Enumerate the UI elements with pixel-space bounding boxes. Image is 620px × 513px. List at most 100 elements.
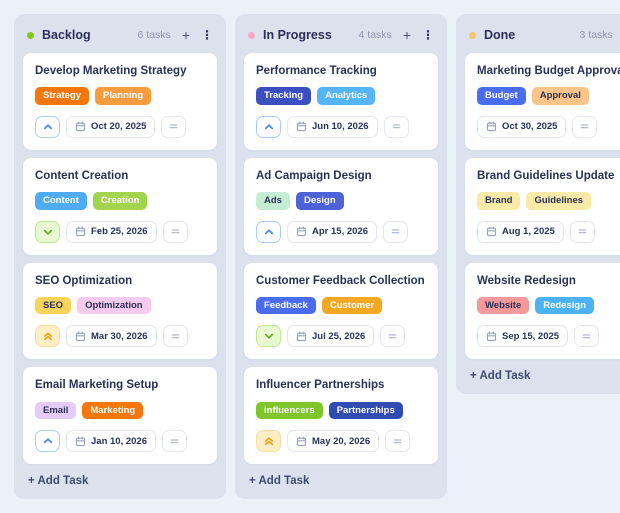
task-card[interactable]: Website Redesign Website Redesign Sep 15, 2…: [465, 262, 620, 360]
tag-list: Feedback Customer: [256, 296, 426, 315]
notes-icon: [170, 226, 181, 237]
notes-icon: [579, 121, 590, 132]
calendar-icon: [296, 226, 307, 237]
task-card[interactable]: Develop Marketing Strategy Strategy Planni…: [23, 53, 217, 150]
calendar-icon: [75, 331, 86, 342]
due-date-chip[interactable]: Sep 15, 2025: [477, 325, 569, 348]
due-date-chip[interactable]: Jan 10, 2026: [66, 430, 156, 453]
tag-list: Brand Guidelines: [477, 192, 620, 210]
task-card[interactable]: Influencer Partnerships Influencers Partne…: [244, 367, 438, 465]
priority-button[interactable]: [256, 115, 281, 138]
tag-list: Email Marketing: [35, 401, 205, 420]
task-title: Website Redesign: [477, 274, 576, 287]
task-card[interactable]: Ad Campaign Design Ads Design Apr 15, 2026: [244, 157, 438, 255]
column-menu-button[interactable]: ⋮: [201, 29, 213, 41]
notes-button[interactable]: [162, 220, 188, 243]
column-status-dot: [469, 31, 476, 39]
due-date-chip[interactable]: Jul 25, 2026: [287, 325, 375, 348]
notes-button[interactable]: [569, 220, 595, 243]
notes-button[interactable]: [382, 220, 408, 243]
notes-icon: [168, 121, 179, 132]
task-tag: Website: [477, 296, 530, 315]
due-date-text: May 20, 2026: [312, 435, 371, 447]
task-tag: Planning: [95, 87, 152, 105]
task-meta-row: Aug 1, 2025: [477, 220, 620, 243]
notes-button[interactable]: [385, 430, 411, 453]
task-meta-row: Jun 10, 2026: [256, 115, 426, 138]
notes-icon: [170, 331, 181, 342]
due-date-chip[interactable]: Mar 30, 2026: [66, 325, 157, 348]
task-tag: SEO: [35, 296, 72, 315]
task-meta-row: Jan 10, 2026: [35, 430, 205, 453]
priority-button[interactable]: [256, 220, 281, 243]
due-date-chip[interactable]: Apr 15, 2026: [287, 220, 377, 243]
task-tag: Feedback: [256, 296, 316, 315]
due-date-text: Jul 25, 2026: [312, 330, 366, 342]
priority-button[interactable]: [256, 325, 281, 348]
add-task-button[interactable]: + Add Task: [244, 464, 314, 490]
notes-button[interactable]: [574, 325, 600, 348]
task-card[interactable]: Content Creation Content Creation Feb 25, 2…: [23, 157, 217, 255]
task-card[interactable]: Performance Tracking Tracking Analytics Jun…: [244, 53, 438, 150]
task-tag: Brand: [477, 192, 521, 210]
task-tag: Optimization: [77, 296, 151, 315]
column-header: Backlog 6 tasks + ⋮: [23, 23, 217, 53]
task-tag: Budget: [477, 87, 526, 105]
priority-button[interactable]: [35, 430, 60, 453]
card-list: Develop Marketing Strategy Strategy Planni…: [23, 53, 217, 465]
tag-list: Tracking Analytics: [256, 87, 426, 105]
priority-button[interactable]: [35, 220, 60, 243]
due-date-chip[interactable]: May 20, 2026: [287, 430, 380, 453]
notes-button[interactable]: [572, 115, 598, 138]
priority-button[interactable]: [256, 430, 281, 453]
task-tag: Customer: [321, 296, 383, 315]
kanban-column-backlog: Backlog 6 tasks + ⋮ Develop Marketing Strate…: [14, 14, 226, 500]
kebab-menu-icon: ⋮: [422, 28, 434, 42]
notes-icon: [387, 331, 398, 342]
column-task-count: 4 tasks: [358, 29, 392, 41]
notes-button[interactable]: [383, 115, 409, 138]
notes-button[interactable]: [380, 325, 406, 348]
task-tag: Influencers: [256, 401, 323, 420]
task-meta-row: Jul 25, 2026: [256, 325, 426, 348]
add-task-button[interactable]: + Add Task: [465, 359, 535, 385]
add-task-button[interactable]: + Add Task: [23, 464, 93, 490]
notes-button[interactable]: [161, 115, 187, 138]
task-meta-row: May 20, 2026: [256, 430, 426, 453]
task-tag: Guidelines: [526, 192, 592, 210]
due-date-chip[interactable]: Oct 30, 2025: [477, 115, 567, 138]
task-meta-row: Oct 30, 2025: [477, 115, 620, 138]
task-title: Influencer Partnerships: [256, 379, 385, 392]
due-date-chip[interactable]: Jun 10, 2026: [287, 115, 378, 138]
task-title: Content Creation: [35, 169, 129, 182]
card-list: Marketing Budget Approval Budget Approval O…: [465, 53, 620, 360]
notes-icon: [581, 331, 592, 342]
task-card[interactable]: Brand Guidelines Update Brand Guidelines Au…: [465, 157, 620, 255]
task-title: Marketing Budget Approval: [477, 65, 620, 77]
task-card[interactable]: SEO Optimization SEO Optimization Mar 30, 2…: [23, 262, 217, 360]
add-card-button[interactable]: +: [182, 28, 190, 42]
task-card[interactable]: Email Marketing Setup Email Marketing Jan 1…: [23, 367, 217, 465]
priority-down-icon: [263, 330, 275, 342]
due-date-chip[interactable]: Feb 25, 2026: [66, 220, 157, 243]
column-menu-button[interactable]: ⋮: [422, 29, 434, 41]
calendar-icon: [296, 436, 307, 447]
task-card[interactable]: Customer Feedback Collection Feedback Cust…: [244, 262, 438, 360]
priority-high-icon: [263, 435, 275, 447]
column-title: Done: [484, 28, 516, 42]
calendar-icon: [486, 331, 497, 342]
priority-button[interactable]: [35, 115, 60, 138]
due-date-chip[interactable]: Oct 20, 2025: [66, 115, 156, 138]
due-date-chip[interactable]: Aug 1, 2025: [477, 220, 564, 243]
column-task-count: 6 tasks: [137, 29, 171, 41]
task-tag: Ads: [256, 192, 290, 210]
priority-button[interactable]: [35, 325, 60, 348]
notes-button[interactable]: [162, 325, 188, 348]
add-card-button[interactable]: +: [403, 28, 411, 42]
notes-button[interactable]: [162, 430, 187, 453]
task-card[interactable]: Marketing Budget Approval Budget Approval O…: [465, 53, 620, 150]
priority-up-icon: [263, 121, 275, 133]
task-tag: Partnerships: [328, 401, 403, 420]
